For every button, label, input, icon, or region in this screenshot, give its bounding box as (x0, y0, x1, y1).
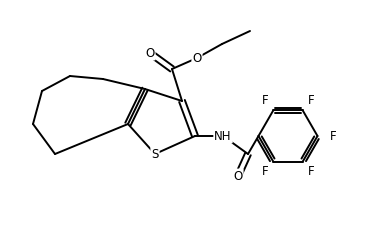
Text: F: F (307, 94, 314, 107)
Text: NH: NH (214, 129, 232, 142)
Text: O: O (234, 169, 243, 182)
Text: F: F (262, 165, 269, 178)
Text: O: O (146, 47, 155, 60)
Text: O: O (192, 52, 202, 65)
Text: F: F (330, 129, 337, 142)
Text: F: F (262, 94, 269, 107)
Text: S: S (151, 147, 159, 161)
Text: F: F (307, 165, 314, 178)
